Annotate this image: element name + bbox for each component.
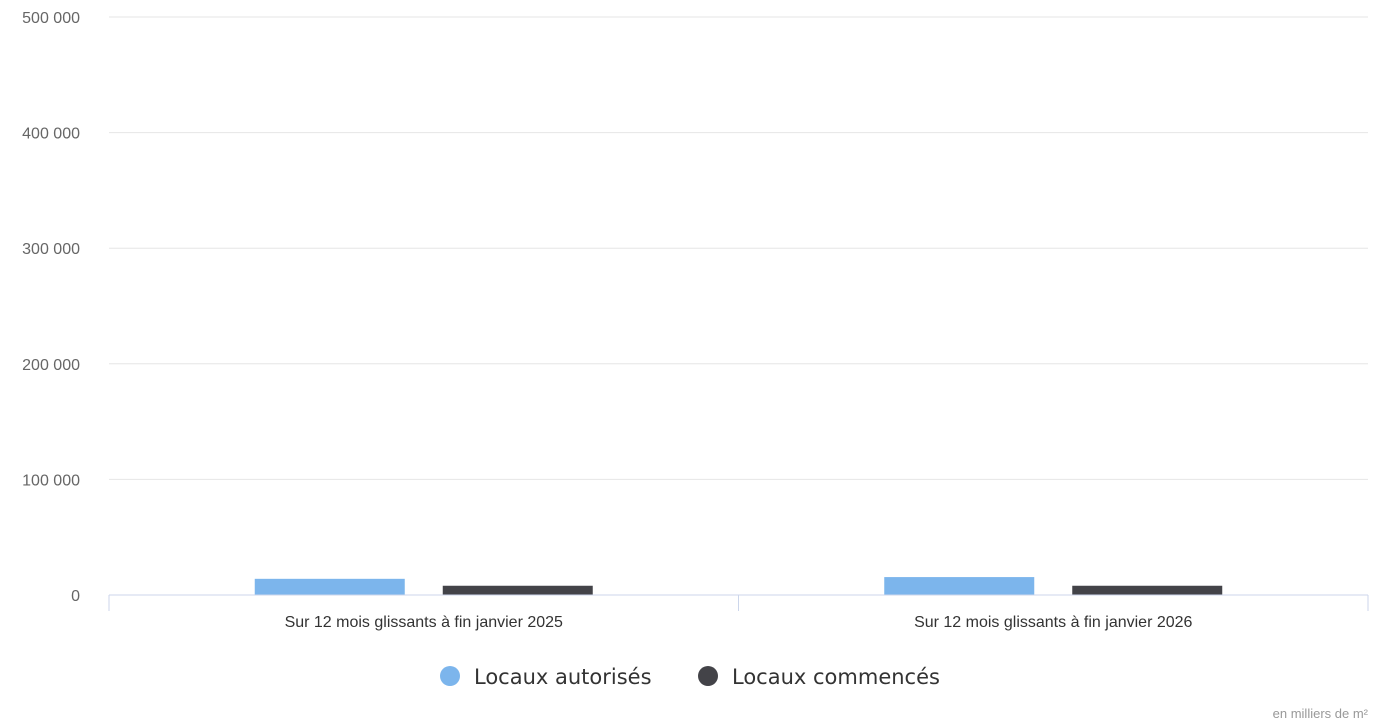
x-axis: Sur 12 mois glissants à fin janvier 2025… bbox=[108, 594, 1369, 631]
legend-label: Locaux autorisés bbox=[474, 665, 652, 689]
bar-locaux-commences[interactable] bbox=[442, 585, 593, 595]
legend-marker bbox=[440, 666, 460, 686]
legend-marker bbox=[698, 666, 718, 686]
bar-locaux-autorises[interactable] bbox=[884, 577, 1035, 595]
legend-item[interactable]: Locaux autorisés bbox=[440, 665, 652, 689]
y-tick-label: 100 000 bbox=[22, 472, 80, 489]
legend: Locaux autorisés Locaux commencés bbox=[440, 665, 940, 689]
y-tick-label: 0 bbox=[71, 588, 80, 605]
bar-locaux-commences[interactable] bbox=[1072, 585, 1223, 595]
y-axis-labels: 0 100 000 200 000 300 000 400 000 500 000 bbox=[22, 10, 80, 605]
y-tick-label: 300 000 bbox=[22, 241, 80, 258]
x-tick-label: Sur 12 mois glissants à fin janvier 2026 bbox=[914, 614, 1192, 631]
y-tick-label: 400 000 bbox=[22, 126, 80, 143]
y-tick-label: 500 000 bbox=[22, 10, 80, 27]
legend-label: Locaux commencés bbox=[732, 665, 940, 689]
legend-item[interactable]: Locaux commencés bbox=[698, 665, 940, 689]
bars bbox=[254, 577, 1223, 595]
y-tick-label: 200 000 bbox=[22, 357, 80, 374]
x-tick-label: Sur 12 mois glissants à fin janvier 2025 bbox=[285, 614, 563, 631]
bar-locaux-autorises[interactable] bbox=[254, 578, 405, 595]
units-note: en milliers de m² bbox=[1273, 706, 1369, 721]
gridlines bbox=[109, 16, 1368, 480]
